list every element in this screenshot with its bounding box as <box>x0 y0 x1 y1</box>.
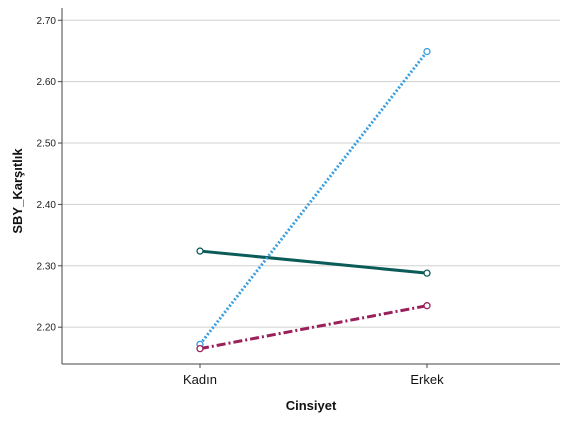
x-tick-labels: Kadın Erkek <box>183 372 444 387</box>
y-axis-title: SBY_Karşıtlık <box>10 148 25 234</box>
series-line <box>199 249 428 275</box>
x-tick-label: Kadın <box>183 372 217 387</box>
data-point <box>196 247 204 255</box>
y-tick-label: 2.20 <box>37 323 57 334</box>
y-tick-label: 2.50 <box>37 139 57 150</box>
series-2 <box>196 47 431 349</box>
axes <box>58 8 560 368</box>
y-tick-label: 2.40 <box>37 200 57 211</box>
series-1 <box>196 247 431 277</box>
y-tick-label: 2.30 <box>37 261 57 272</box>
series-line <box>199 304 428 351</box>
data-point <box>423 269 431 277</box>
series-lines <box>196 47 431 353</box>
x-tick-label: Erkek <box>410 372 444 387</box>
series-line <box>198 50 429 346</box>
data-point <box>423 47 431 56</box>
y-tick-label: 2.60 <box>37 77 57 88</box>
data-point <box>196 345 204 353</box>
x-axis-title: Cinsiyet <box>286 398 337 413</box>
grid-lines <box>62 19 560 328</box>
series-3 <box>196 302 431 353</box>
y-tick-labels: 2.20 2.30 2.40 2.50 2.60 2.70 <box>37 16 57 334</box>
data-point <box>423 302 431 310</box>
y-tick-label: 2.70 <box>37 16 57 27</box>
